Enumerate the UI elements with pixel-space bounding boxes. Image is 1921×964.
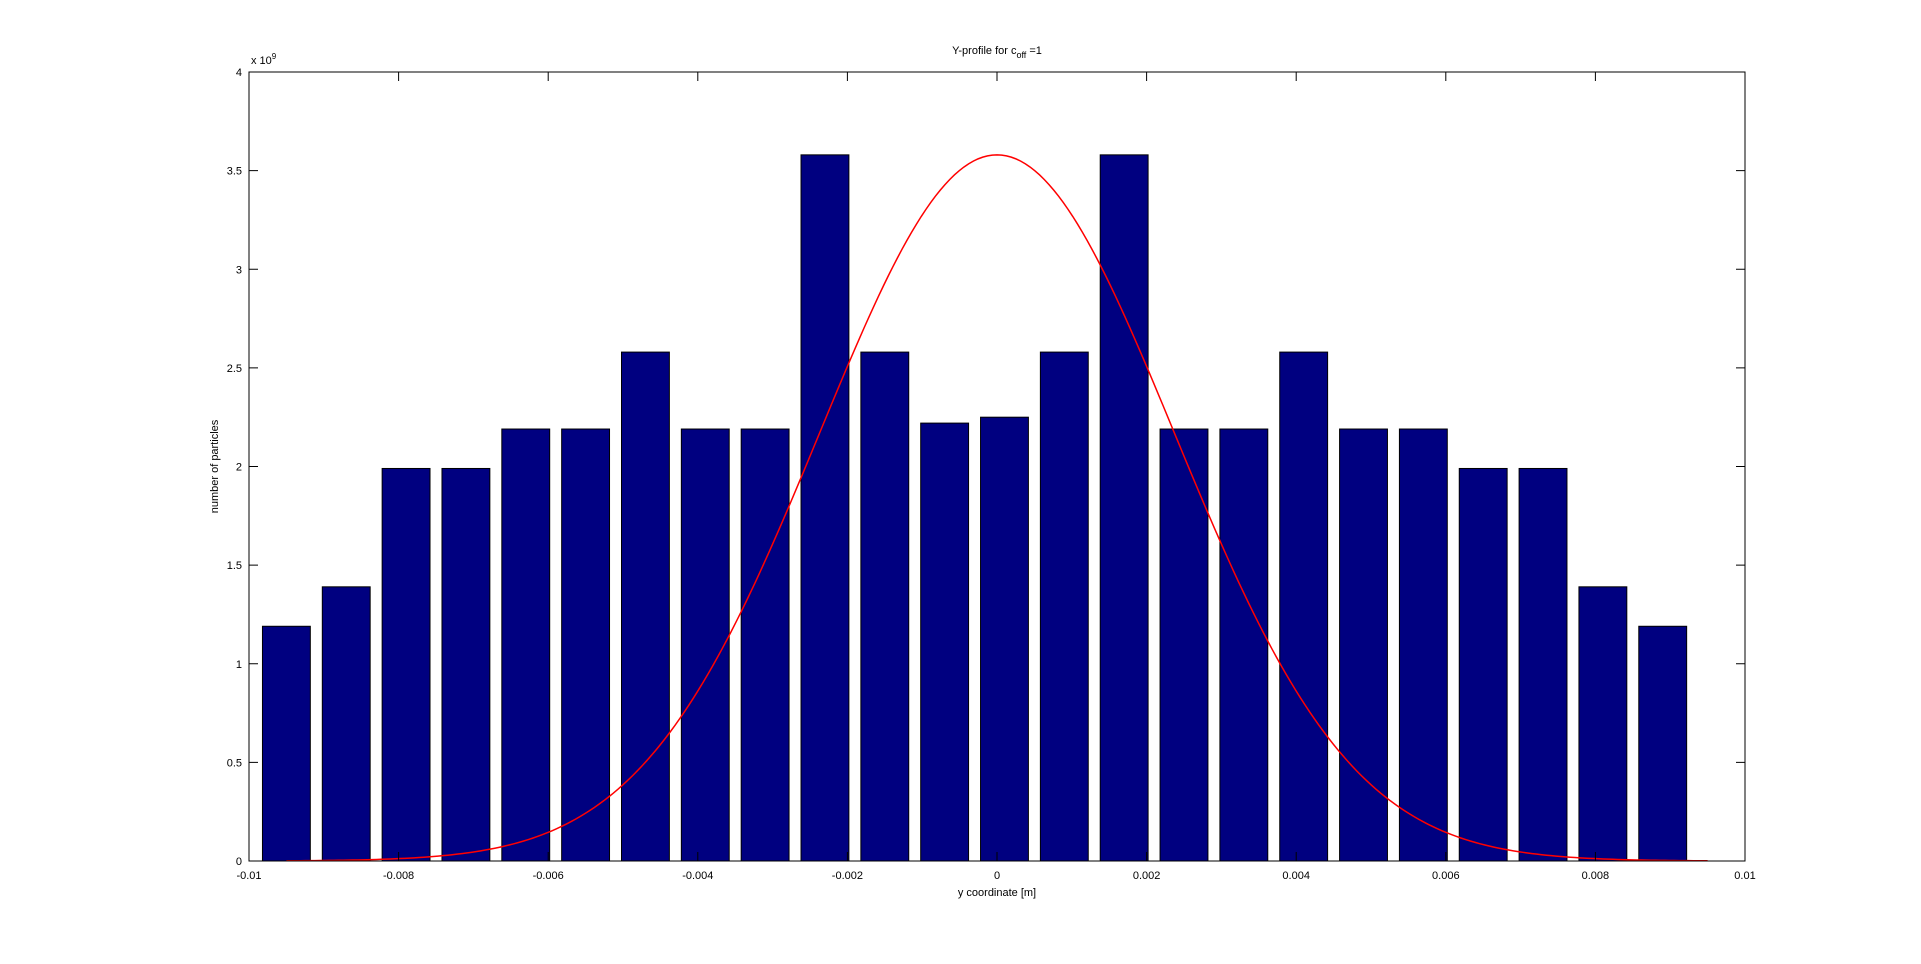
x-ticks: -0.01 -0.008 -0.006 -0.004 -0.002 0 0.002 0.004… xyxy=(236,72,1756,882)
x-tick-label: 0.008 xyxy=(1582,870,1610,882)
y-axis-exponent-power: 9 xyxy=(272,52,277,61)
bar xyxy=(1518,467,1568,862)
bar xyxy=(561,428,611,862)
chart-title: Y-profile for coff =1 xyxy=(952,45,1042,60)
chart-title-main: Y-profile for c xyxy=(952,45,1017,57)
bar xyxy=(1458,467,1508,862)
x-tick-label: 0.01 xyxy=(1734,870,1755,882)
y-tick-label: 0 xyxy=(236,856,242,868)
x-axis-label: y coordinate [m] xyxy=(958,887,1036,899)
bar xyxy=(680,428,730,862)
x-tick-label: 0.006 xyxy=(1432,870,1460,882)
y-ticks: 0 0.5 1 1.5 2 2.5 3 3.5 4 xyxy=(227,67,1745,868)
bar xyxy=(1039,351,1089,862)
x-tick-label: 0.004 xyxy=(1282,870,1310,882)
y-tick-label: 0.5 xyxy=(227,757,242,769)
bar xyxy=(1339,428,1388,862)
chart-title-subscript: off xyxy=(1016,50,1026,60)
bar xyxy=(261,625,311,862)
y-tick-label: 3.5 xyxy=(227,166,242,178)
y-tick-label: 2 xyxy=(236,462,242,474)
bar xyxy=(441,467,491,862)
x-tick-label: -0.004 xyxy=(682,870,713,882)
bar xyxy=(920,422,970,862)
bar xyxy=(381,467,431,862)
bar xyxy=(980,416,1029,862)
y-axis-exponent-base: x 10 xyxy=(251,55,272,67)
y-axis-label: number of particles xyxy=(209,419,221,513)
chart-title-suffix: =1 xyxy=(1026,45,1042,57)
bar xyxy=(1398,428,1448,862)
bar xyxy=(501,428,551,862)
x-tick-label: -0.006 xyxy=(533,870,564,882)
y-axis-exponent: x 109 xyxy=(251,52,277,67)
bar xyxy=(1279,351,1329,862)
bar xyxy=(740,428,790,862)
x-tick-label: 0 xyxy=(994,870,1000,882)
plot-area: -0.01 -0.008 -0.006 -0.004 -0.002 0 0.002 0.004… xyxy=(227,67,1756,882)
x-tick-label: -0.01 xyxy=(236,870,261,882)
bar xyxy=(321,586,371,862)
bars xyxy=(261,154,1688,862)
y-tick-label: 1.5 xyxy=(227,560,242,572)
x-tick-label: 0.002 xyxy=(1133,870,1161,882)
y-tick-label: 4 xyxy=(236,67,242,79)
x-tick-label: -0.002 xyxy=(832,870,863,882)
bar xyxy=(1578,586,1628,862)
y-tick-label: 1 xyxy=(236,659,242,671)
bar xyxy=(860,351,910,862)
x-tick-label: -0.008 xyxy=(383,870,414,882)
gaussian-fit-curve xyxy=(286,154,1708,862)
bar xyxy=(1099,154,1149,862)
bar xyxy=(1159,428,1209,862)
y-tick-label: 3 xyxy=(236,264,242,276)
bar xyxy=(800,154,850,862)
bar xyxy=(621,351,670,862)
bar xyxy=(1219,428,1269,862)
y-tick-label: 2.5 xyxy=(227,363,242,375)
bar xyxy=(1638,625,1688,862)
